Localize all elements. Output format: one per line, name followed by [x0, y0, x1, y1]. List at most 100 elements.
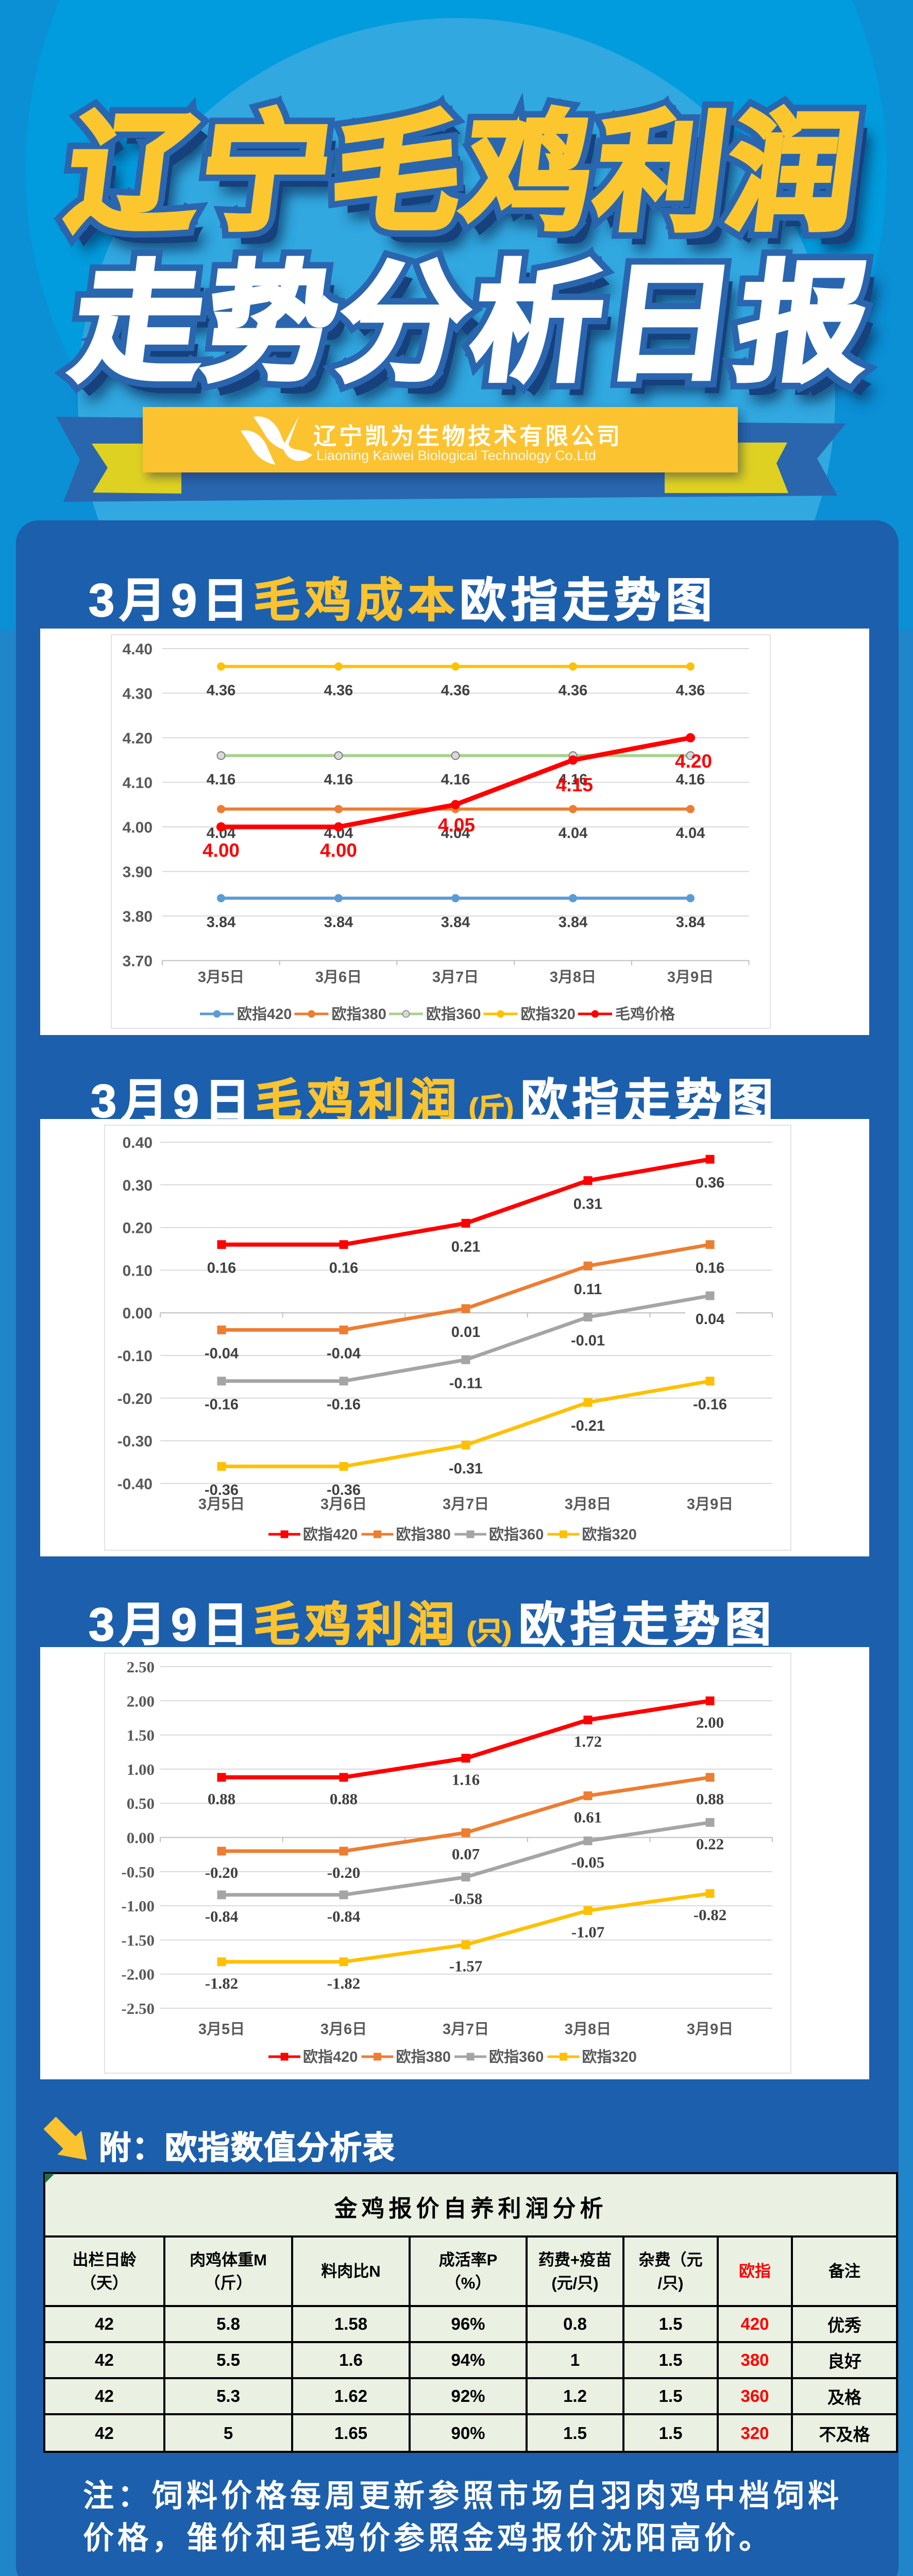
svg-text:-0.01: -0.01 [571, 1332, 605, 1349]
svg-text:0.16: 0.16 [329, 1260, 358, 1277]
svg-text:4.20: 4.20 [123, 730, 153, 747]
svg-text:3.84: 3.84 [207, 914, 235, 930]
svg-text:3月9日: 3月9日 [687, 1496, 733, 1513]
svg-text:3.84: 3.84 [441, 914, 470, 930]
svg-text:4.04: 4.04 [559, 825, 587, 841]
svg-text:-0.36: -0.36 [327, 1482, 361, 1498]
svg-text:0.21: 0.21 [451, 1239, 480, 1255]
svg-text:3月6日: 3月6日 [320, 2021, 367, 2038]
svg-text:3月9日: 3月9日 [687, 2021, 733, 2038]
svg-text:3月7日: 3月7日 [443, 1496, 489, 1513]
svg-text:-0.82: -0.82 [694, 1906, 727, 1924]
svg-text:4.36: 4.36 [324, 683, 353, 699]
svg-text:2.50: 2.50 [127, 1658, 155, 1676]
svg-text:0.88: 0.88 [696, 1790, 724, 1808]
svg-text:4.15: 4.15 [556, 774, 593, 795]
svg-text:0.61: 0.61 [574, 1808, 602, 1826]
svg-text:欧指380: 欧指380 [396, 1526, 451, 1543]
svg-text:-0.16: -0.16 [205, 1397, 239, 1413]
svg-text:-0.40: -0.40 [117, 1476, 153, 1493]
svg-text:欧指420: 欧指420 [237, 1006, 292, 1023]
svg-text:0.20: 0.20 [123, 1220, 153, 1237]
svg-text:欧指420: 欧指420 [303, 1526, 358, 1543]
svg-text:4.00: 4.00 [202, 840, 240, 861]
svg-text:4.05: 4.05 [438, 815, 475, 836]
svg-text:0.16: 0.16 [696, 1260, 724, 1277]
svg-text:4.20: 4.20 [675, 751, 712, 772]
svg-text:2.00: 2.00 [127, 1692, 155, 1710]
svg-text:-0.84: -0.84 [205, 1907, 239, 1925]
svg-text:-0.84: -0.84 [327, 1907, 361, 1925]
svg-text:毛鸡价格: 毛鸡价格 [615, 1005, 675, 1023]
svg-text:-1.50: -1.50 [121, 1931, 155, 1949]
svg-text:4.36: 4.36 [559, 683, 587, 699]
svg-text:3月8日: 3月8日 [565, 1496, 611, 1513]
svg-text:欧指380: 欧指380 [396, 2048, 451, 2065]
svg-text:欧指380: 欧指380 [332, 1006, 386, 1023]
svg-text:0.30: 0.30 [123, 1177, 153, 1194]
svg-text:欧指360: 欧指360 [489, 1526, 544, 1543]
svg-text:2.00: 2.00 [696, 1713, 724, 1731]
svg-text:3月7日: 3月7日 [432, 969, 479, 986]
svg-text:1.72: 1.72 [574, 1732, 602, 1750]
svg-text:-0.05: -0.05 [571, 1853, 605, 1871]
svg-text:-0.20: -0.20 [205, 1863, 239, 1882]
svg-text:-2.00: -2.00 [121, 1965, 155, 1984]
svg-text:-0.20: -0.20 [327, 1863, 361, 1882]
svg-text:-0.21: -0.21 [571, 1418, 605, 1434]
svg-text:3月5日: 3月5日 [198, 1496, 245, 1513]
svg-text:4.36: 4.36 [441, 683, 470, 699]
svg-text:-1.57: -1.57 [449, 1957, 483, 1975]
svg-text:0.36: 0.36 [696, 1175, 724, 1191]
svg-text:3月8日: 3月8日 [550, 969, 596, 986]
svg-text:0.00: 0.00 [127, 1829, 155, 1847]
svg-text:0.22: 0.22 [696, 1835, 724, 1853]
svg-text:欧指320: 欧指320 [582, 1526, 637, 1543]
svg-text:-0.20: -0.20 [117, 1391, 153, 1408]
svg-text:3月7日: 3月7日 [443, 2021, 489, 2038]
svg-text:3月6日: 3月6日 [315, 969, 362, 986]
svg-text:1.50: 1.50 [127, 1726, 155, 1744]
svg-text:-0.16: -0.16 [693, 1397, 727, 1413]
svg-text:0.31: 0.31 [573, 1196, 602, 1213]
svg-text:-0.50: -0.50 [121, 1863, 155, 1881]
svg-text:0.50: 0.50 [127, 1794, 155, 1812]
svg-text:3.84: 3.84 [559, 914, 587, 930]
svg-text:3月5日: 3月5日 [198, 969, 244, 986]
svg-text:4.36: 4.36 [676, 683, 705, 699]
svg-text:-1.00: -1.00 [121, 1897, 155, 1915]
svg-text:4.04: 4.04 [441, 825, 470, 841]
svg-text:1.16: 1.16 [452, 1771, 480, 1789]
svg-text:欧指320: 欧指320 [582, 2048, 637, 2065]
svg-text:欧指360: 欧指360 [489, 2048, 544, 2065]
svg-text:3.70: 3.70 [123, 953, 153, 970]
svg-text:3月9日: 3月9日 [667, 969, 714, 986]
svg-text:0.07: 0.07 [452, 1845, 480, 1863]
svg-text:4.40: 4.40 [123, 641, 153, 658]
svg-text:欧指420: 欧指420 [303, 2048, 358, 2065]
svg-text:3.90: 3.90 [123, 864, 153, 881]
svg-text:-0.36: -0.36 [205, 1482, 239, 1498]
svg-text:1.00: 1.00 [127, 1760, 155, 1778]
svg-text:-0.04: -0.04 [205, 1345, 239, 1362]
svg-text:-0.31: -0.31 [449, 1461, 483, 1477]
svg-text:3.84: 3.84 [676, 914, 705, 930]
svg-text:0.04: 0.04 [696, 1311, 724, 1328]
svg-text:0.88: 0.88 [330, 1790, 358, 1808]
svg-text:4.00: 4.00 [320, 840, 357, 861]
svg-text:-0.16: -0.16 [327, 1397, 361, 1413]
svg-text:欧指320: 欧指320 [521, 1006, 576, 1023]
svg-text:4.16: 4.16 [441, 772, 470, 788]
svg-text:0.10: 0.10 [123, 1262, 153, 1279]
svg-text:4.00: 4.00 [123, 819, 153, 836]
svg-text:4.10: 4.10 [123, 775, 153, 792]
svg-text:3月5日: 3月5日 [198, 2021, 245, 2038]
svg-text:4.16: 4.16 [207, 772, 235, 788]
svg-text:4.36: 4.36 [207, 683, 235, 699]
svg-text:3月8日: 3月8日 [565, 2021, 611, 2038]
svg-text:欧指360: 欧指360 [426, 1006, 481, 1023]
svg-text:0.01: 0.01 [451, 1324, 480, 1341]
svg-text:-0.30: -0.30 [117, 1433, 153, 1450]
svg-text:4.16: 4.16 [324, 772, 353, 788]
svg-text:-0.04: -0.04 [327, 1345, 361, 1362]
